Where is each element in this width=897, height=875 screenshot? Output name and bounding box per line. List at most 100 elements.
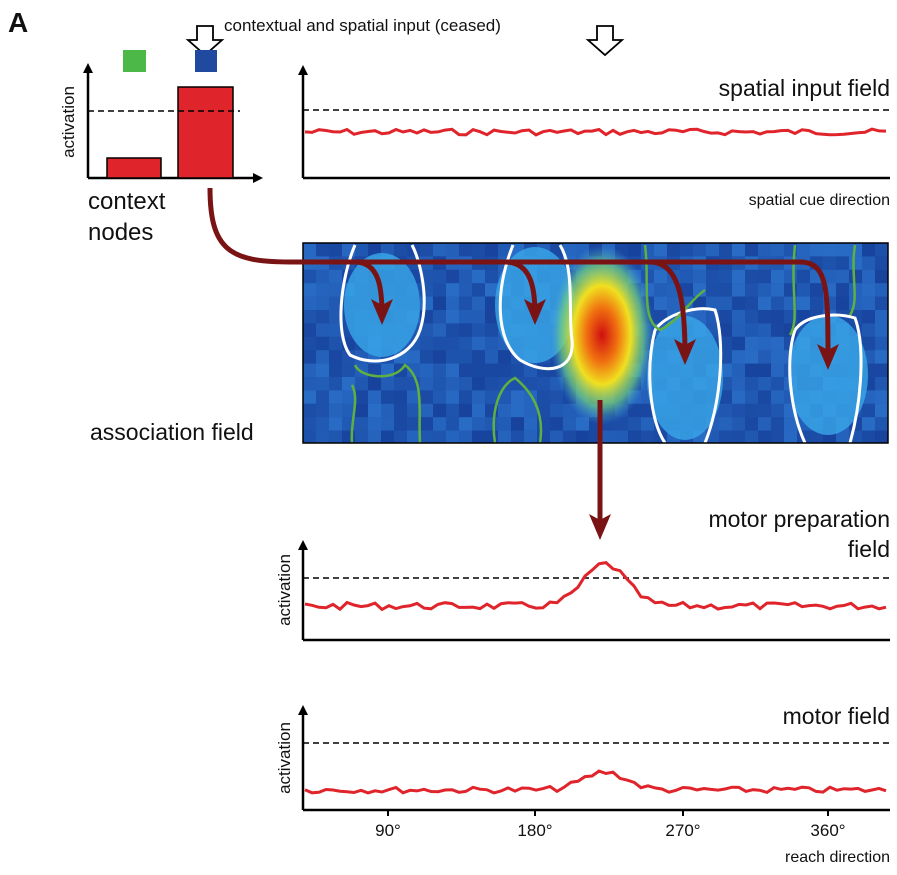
activation-curve	[304, 560, 887, 612]
heatmap-cell	[719, 336, 732, 351]
heatmap-cell	[303, 350, 316, 364]
heatmap-cell	[459, 243, 472, 257]
heatmap-cell	[394, 403, 407, 418]
heatmap-cell	[849, 269, 862, 284]
heatmap-cell	[381, 430, 394, 443]
heatmap-cell	[407, 390, 420, 404]
heatmap-cell	[615, 430, 628, 443]
blob	[788, 315, 868, 435]
heatmap-cell	[823, 256, 836, 270]
heatmap-cell	[732, 350, 745, 364]
heatmap-cell	[771, 417, 784, 431]
heatmap-cell	[745, 336, 758, 351]
heatmap-cell	[420, 377, 433, 391]
heatmap-cell	[745, 269, 758, 284]
heatmap-cell	[303, 377, 316, 391]
context-color-blue	[195, 50, 217, 72]
heatmap-cell	[472, 296, 485, 310]
heatmap-cell	[706, 296, 719, 310]
heatmap-cell	[732, 243, 745, 257]
heatmap-cell	[303, 243, 316, 257]
peak	[550, 245, 654, 425]
heatmap-cell	[368, 377, 381, 391]
heatmap-cell	[472, 363, 485, 377]
heatmap-cell	[485, 310, 498, 324]
input-label: contextual and spatial input (ceased)	[224, 16, 501, 35]
heatmap-cell	[303, 296, 316, 310]
heatmap-cell	[381, 363, 394, 377]
heatmap-cell	[303, 403, 316, 418]
heatmap-cell	[758, 350, 771, 364]
heatmap-cell	[849, 256, 862, 270]
heatmap-cell	[381, 417, 394, 431]
heatmap-cell	[758, 323, 771, 337]
heatmap-cell	[836, 256, 849, 270]
heatmap-cell	[732, 296, 745, 310]
heatmap-cell	[368, 243, 381, 257]
heatmap-cell	[485, 283, 498, 297]
heatmap-cell	[875, 269, 888, 284]
heatmap-cell	[446, 417, 459, 431]
heatmap-cell	[459, 403, 472, 418]
heatmap-cell	[771, 243, 784, 257]
y-label: activation	[59, 86, 78, 158]
heatmap-cell	[394, 417, 407, 431]
activation-curve	[304, 769, 887, 795]
heatmap-cell	[810, 243, 823, 257]
heatmap-cell	[472, 310, 485, 324]
heatmap-cell	[329, 430, 342, 443]
heatmap-cell	[485, 363, 498, 377]
heatmap-cell	[329, 336, 342, 351]
heatmap-cell	[420, 363, 433, 377]
heatmap-cell	[420, 336, 433, 351]
heatmap-cell	[875, 350, 888, 364]
heatmap-cell	[680, 283, 693, 297]
heatmap-cell	[420, 243, 433, 257]
panel-title: field	[848, 536, 890, 562]
heatmap-cell	[524, 417, 537, 431]
heatmap-cell	[719, 323, 732, 337]
heatmap-cell	[875, 417, 888, 431]
heatmap-cell	[459, 430, 472, 443]
x-tick-label: 180°	[517, 821, 552, 840]
heatmap-cell	[771, 283, 784, 297]
heatmap-cell	[511, 417, 524, 431]
heatmap-cell	[316, 390, 329, 404]
heatmap-cell	[407, 363, 420, 377]
heatmap-cell	[407, 417, 420, 431]
heatmap-cell	[563, 243, 576, 257]
heatmap-cell	[485, 417, 498, 431]
heatmap-cell	[693, 296, 706, 310]
heatmap-cell	[550, 390, 563, 404]
heatmap-cell	[524, 377, 537, 391]
heatmap-cell	[329, 390, 342, 404]
heatmap-cell	[303, 430, 316, 443]
heatmap-cell	[875, 430, 888, 443]
heatmap-cell	[875, 243, 888, 257]
heatmap-cell	[329, 363, 342, 377]
heatmap-cell	[862, 403, 875, 418]
heatmap-cell	[472, 417, 485, 431]
heatmap-cell	[433, 310, 446, 324]
heatmap-cell	[472, 430, 485, 443]
heatmap-cell	[771, 403, 784, 418]
heatmap-cell	[693, 283, 706, 297]
heatmap-cell	[472, 390, 485, 404]
heatmap-cell	[693, 269, 706, 284]
heatmap-cell	[745, 310, 758, 324]
heatmap-cell	[433, 390, 446, 404]
heatmap-cell	[446, 430, 459, 443]
heatmap-cell	[810, 283, 823, 297]
heatmap-cell	[875, 296, 888, 310]
heatmap-cell	[862, 323, 875, 337]
heatmap-cell	[667, 243, 680, 257]
heatmap-cell	[355, 430, 368, 443]
heatmap-cell	[602, 430, 615, 443]
heatmap-cell	[771, 363, 784, 377]
heatmap-cell	[459, 269, 472, 284]
heatmap-cell	[472, 323, 485, 337]
heatmap-cell	[355, 390, 368, 404]
heatmap-cell	[316, 377, 329, 391]
heatmap-cell	[719, 417, 732, 431]
heatmap-cell	[329, 310, 342, 324]
